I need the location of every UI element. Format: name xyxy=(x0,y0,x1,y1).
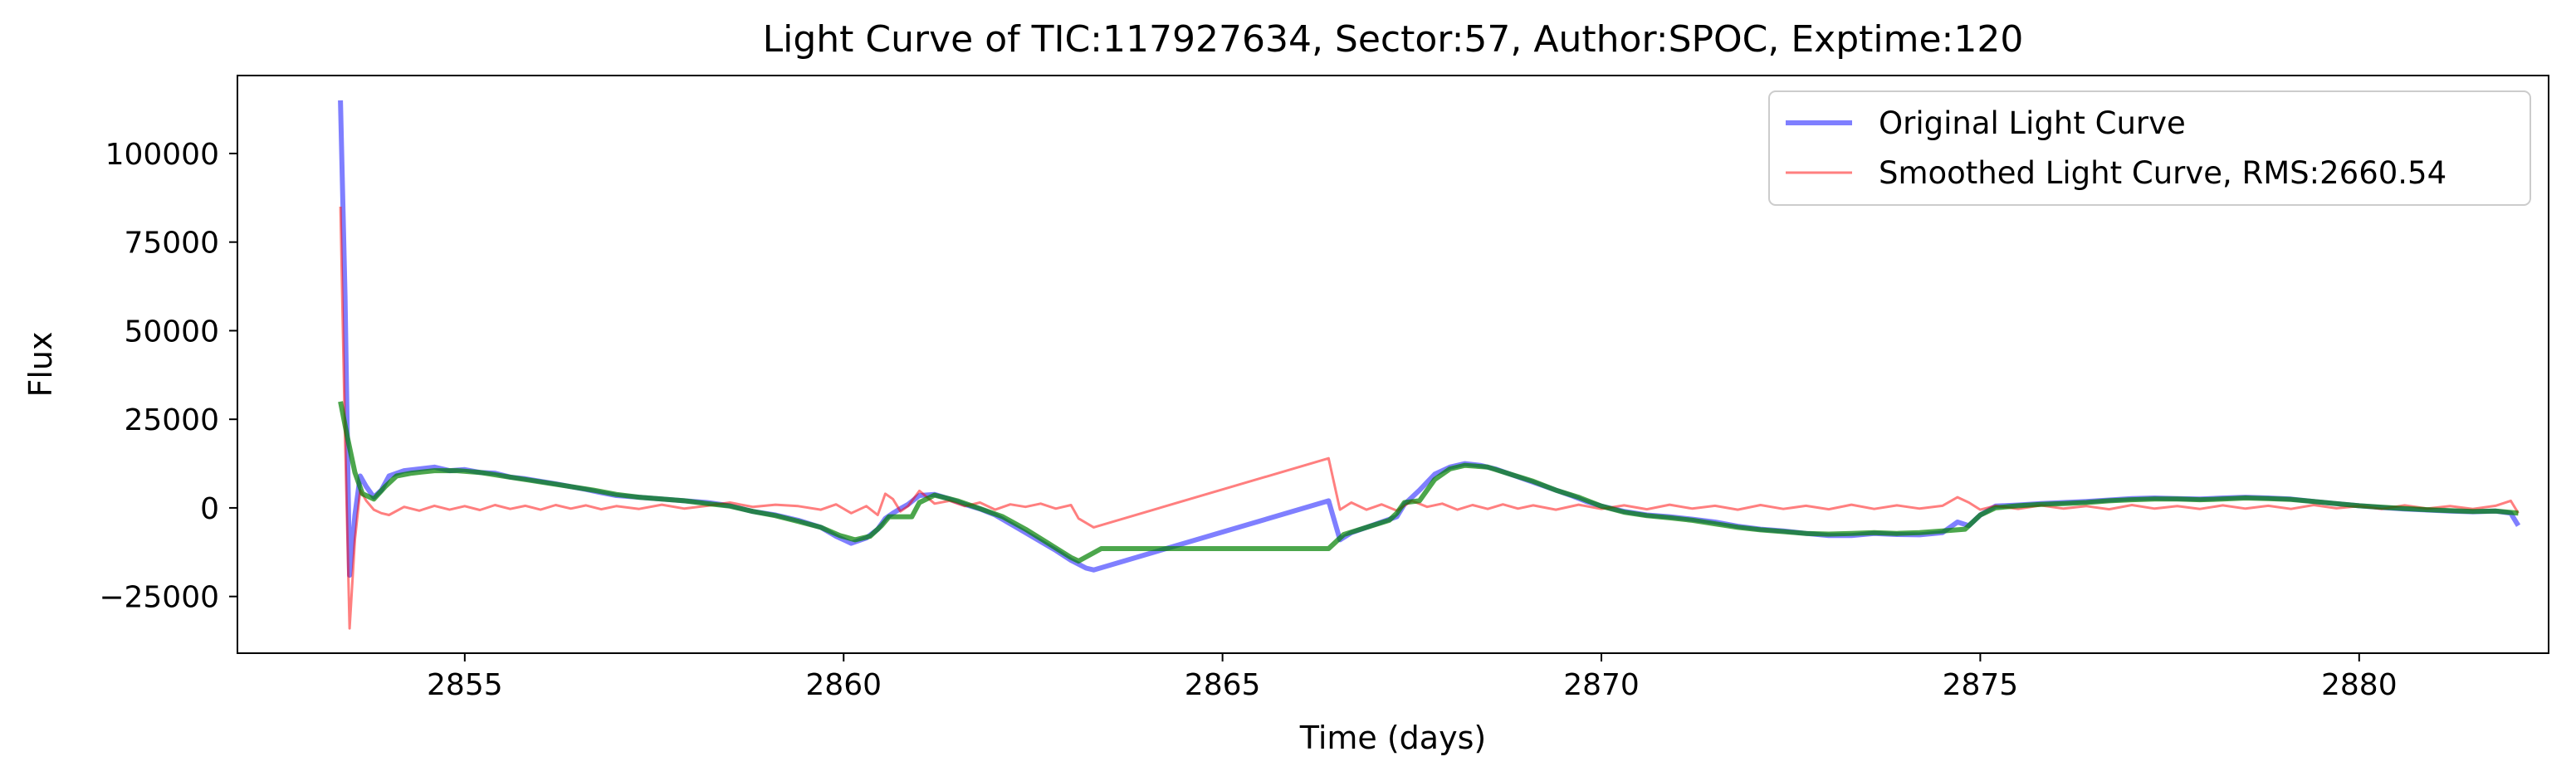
x-tick-label: 2860 xyxy=(805,668,882,702)
x-tick-label: 2865 xyxy=(1185,668,1261,702)
y-tick-label: 50000 xyxy=(124,315,219,349)
legend-label-smoothed: Smoothed Light Curve, RMS:2660.54 xyxy=(1879,155,2446,191)
chart-title: Light Curve of TIC:117927634, Sector:57,… xyxy=(763,18,2024,61)
x-axis: 2855 2860 2865 2870 2875 2880 xyxy=(427,653,2398,702)
x-tick-label: 2855 xyxy=(427,668,503,702)
x-axis-label: Time (days) xyxy=(1299,720,1486,756)
legend-box xyxy=(1768,90,2531,206)
x-tick-label: 2870 xyxy=(1563,668,1640,702)
plot-frame xyxy=(237,75,2549,654)
legend-label-original: Original Light Curve xyxy=(1879,105,2186,141)
y-tick-label: −25000 xyxy=(99,581,219,615)
y-tick-label: 100000 xyxy=(105,138,219,172)
y-tick-label: 25000 xyxy=(124,403,219,437)
legend: Original Light Curve Smoothed Light Curv… xyxy=(1768,90,2531,206)
y-axis-label: Flux xyxy=(22,332,59,398)
y-tick-label: 75000 xyxy=(124,227,219,261)
x-tick-label: 2880 xyxy=(2321,668,2398,702)
y-axis: −25000 0 25000 50000 75000 100000 xyxy=(99,138,237,615)
y-tick-label: 0 xyxy=(200,492,219,526)
series-smoothed-line xyxy=(339,206,2520,630)
x-tick-label: 2875 xyxy=(1943,668,2019,702)
series-trend-line xyxy=(338,401,2519,564)
series-layer xyxy=(338,100,2521,630)
